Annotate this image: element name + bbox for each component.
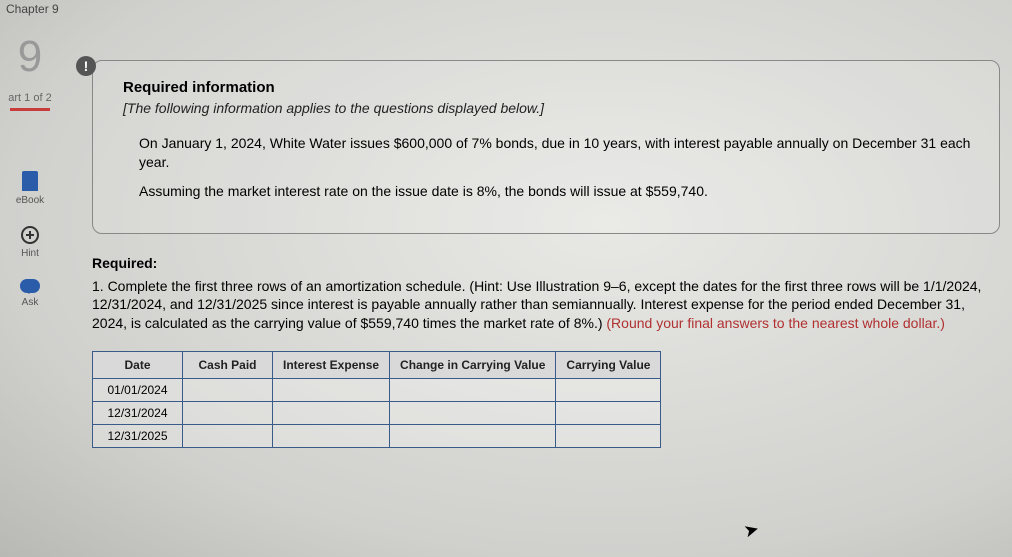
cell-interest-expense[interactable] (273, 379, 390, 402)
info-heading: Required information (123, 79, 977, 96)
table-row: 12/31/2024 (93, 402, 661, 425)
required-title: Required: (92, 254, 1000, 273)
cell-change-carrying[interactable] (390, 425, 556, 448)
table-row: 01/01/2024 (93, 379, 661, 402)
ebook-label: eBook (16, 195, 44, 206)
cell-interest-expense[interactable] (273, 425, 390, 448)
hint-button[interactable]: Hint (21, 226, 39, 259)
cell-change-carrying[interactable] (390, 402, 556, 425)
cell-date: 12/31/2024 (93, 402, 183, 425)
main-content: ! Required information [The following in… (80, 60, 1000, 448)
th-change-carrying: Change in Carrying Value (390, 352, 556, 379)
question-number: 9 (18, 32, 42, 82)
amortization-table: Date Cash Paid Interest Expense Change i… (92, 351, 661, 448)
ask-button[interactable]: Ask (20, 279, 40, 308)
ask-icon (20, 279, 40, 293)
cell-cash-paid[interactable] (183, 379, 273, 402)
th-interest-expense: Interest Expense (273, 352, 390, 379)
required-text-round: (Round your final answers to the nearest… (606, 315, 945, 331)
ebook-button[interactable]: eBook (16, 171, 44, 206)
th-date: Date (93, 352, 183, 379)
part-label: art 1 of 2 (8, 92, 51, 104)
hint-label: Hint (21, 248, 39, 259)
cell-interest-expense[interactable] (273, 402, 390, 425)
cursor-icon: ➤ (742, 518, 762, 542)
ebook-icon (22, 171, 38, 191)
cell-carrying-value[interactable] (556, 425, 661, 448)
cell-cash-paid[interactable] (183, 402, 273, 425)
cell-date: 12/31/2025 (93, 425, 183, 448)
th-cash-paid: Cash Paid (183, 352, 273, 379)
info-subtitle: [The following information applies to th… (123, 100, 977, 116)
required-text: 1. Complete the first three rows of an a… (92, 277, 1000, 334)
required-block: Required: 1. Complete the first three ro… (92, 254, 1000, 334)
hint-icon (21, 226, 39, 244)
th-carrying-value: Carrying Value (556, 352, 661, 379)
cell-cash-paid[interactable] (183, 425, 273, 448)
cell-carrying-value[interactable] (556, 402, 661, 425)
sidebar: 9 art 1 of 2 eBook Hint Ask (0, 20, 60, 308)
chapter-header: Chapter 9 (0, 0, 65, 18)
cell-date: 01/01/2024 (93, 379, 183, 402)
info-icon: ! (76, 56, 96, 76)
table-row: 12/31/2025 (93, 425, 661, 448)
required-info-box: Required information [The following info… (92, 60, 1000, 234)
progress-indicator (10, 108, 50, 111)
cell-carrying-value[interactable] (556, 379, 661, 402)
info-para-1: On January 1, 2024, White Water issues $… (123, 134, 977, 172)
cell-change-carrying[interactable] (390, 379, 556, 402)
info-para-2: Assuming the market interest rate on the… (123, 182, 977, 201)
ask-label: Ask (22, 297, 39, 308)
